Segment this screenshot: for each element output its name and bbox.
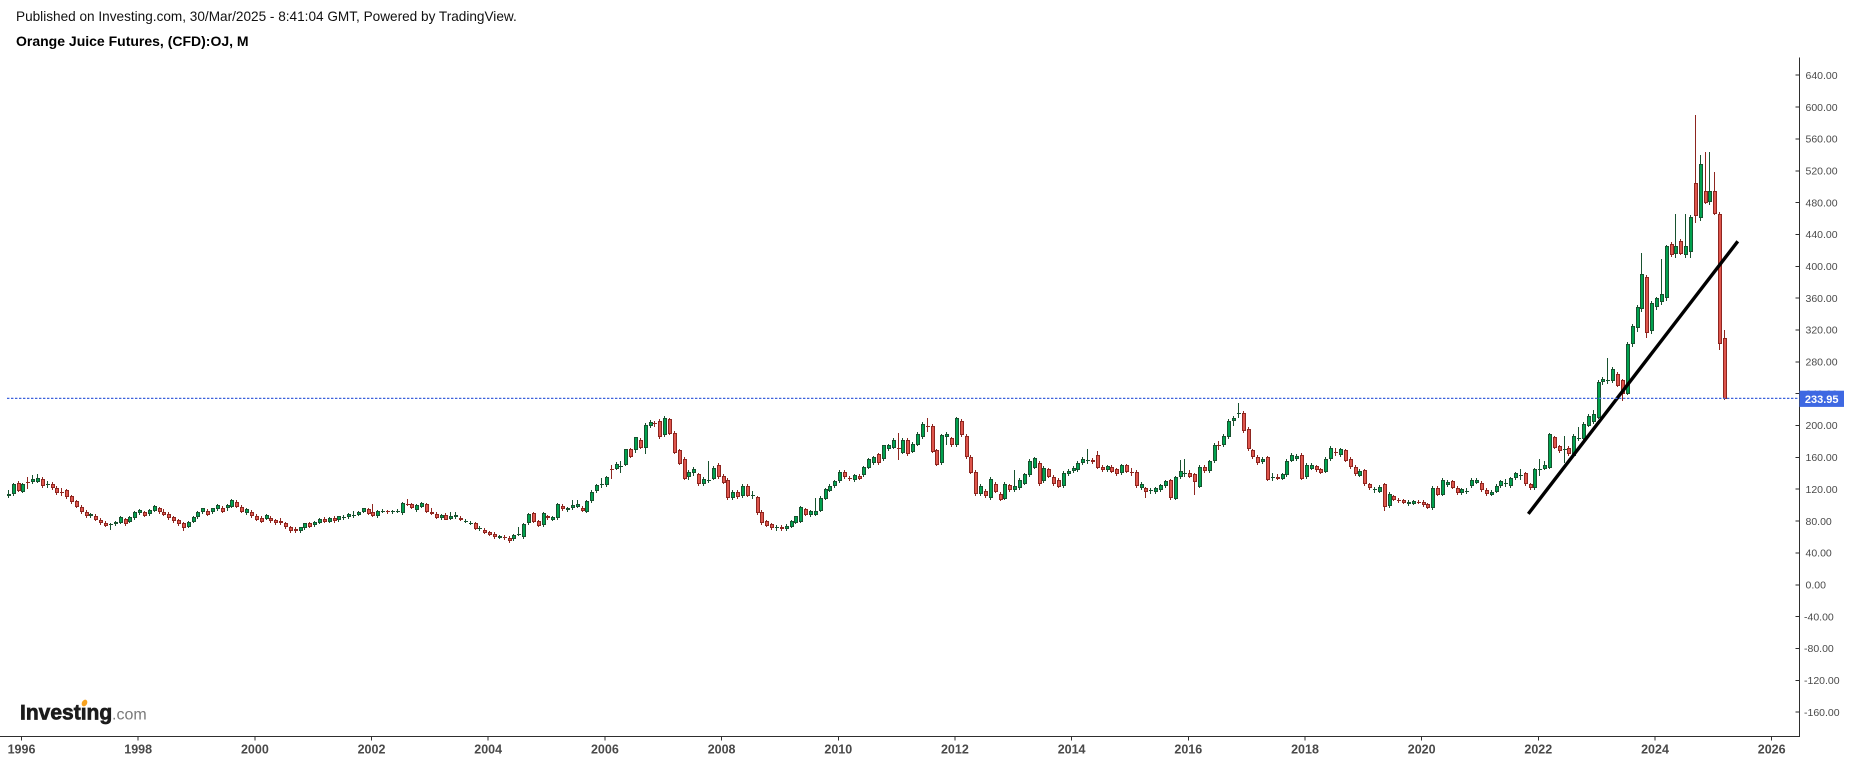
svg-text:.com: .com — [112, 707, 147, 724]
svg-text:2018: 2018 — [1291, 743, 1319, 757]
svg-text:640.00: 640.00 — [1806, 70, 1838, 82]
svg-text:400.00: 400.00 — [1806, 261, 1838, 273]
svg-text:Investıng: Investıng — [20, 702, 112, 725]
svg-text:480.00: 480.00 — [1806, 197, 1838, 209]
svg-text:233.95: 233.95 — [1805, 394, 1839, 406]
svg-text:0.00: 0.00 — [1806, 580, 1827, 592]
svg-text:40.00: 40.00 — [1806, 548, 1832, 560]
svg-text:80.00: 80.00 — [1806, 516, 1832, 528]
svg-text:2012: 2012 — [941, 743, 969, 757]
svg-text:2022: 2022 — [1524, 743, 1552, 757]
svg-text:2002: 2002 — [358, 743, 386, 757]
svg-text:560.00: 560.00 — [1806, 134, 1838, 146]
svg-text:200.00: 200.00 — [1806, 420, 1838, 432]
svg-text:360.00: 360.00 — [1806, 293, 1838, 305]
svg-text:2000: 2000 — [241, 743, 269, 757]
svg-text:1996: 1996 — [8, 743, 36, 757]
svg-text:520.00: 520.00 — [1806, 165, 1838, 177]
svg-text:2010: 2010 — [824, 743, 852, 757]
svg-text:440.00: 440.00 — [1806, 229, 1838, 241]
svg-text:2008: 2008 — [708, 743, 736, 757]
svg-text:Published on Investing.com, 30: Published on Investing.com, 30/Mar/2025 … — [16, 9, 517, 24]
svg-text:-120.00: -120.00 — [1804, 675, 1840, 687]
svg-text:2016: 2016 — [1174, 743, 1202, 757]
svg-text:320.00: 320.00 — [1806, 325, 1838, 337]
svg-text:2026: 2026 — [1758, 743, 1786, 757]
svg-text:600.00: 600.00 — [1806, 102, 1838, 114]
svg-text:2020: 2020 — [1408, 743, 1436, 757]
svg-text:280.00: 280.00 — [1806, 357, 1838, 369]
svg-text:1998: 1998 — [124, 743, 152, 757]
svg-text:2014: 2014 — [1058, 743, 1086, 757]
svg-text:2024: 2024 — [1641, 743, 1669, 757]
svg-text:2004: 2004 — [474, 743, 502, 757]
svg-text:-80.00: -80.00 — [1804, 643, 1834, 655]
svg-text:-40.00: -40.00 — [1804, 611, 1834, 623]
svg-text:120.00: 120.00 — [1806, 484, 1838, 496]
svg-text:2006: 2006 — [591, 743, 619, 757]
svg-text:160.00: 160.00 — [1806, 452, 1838, 464]
svg-text:Orange Juice Futures, (CFD):OJ: Orange Juice Futures, (CFD):OJ, M — [16, 33, 249, 49]
svg-text:-160.00: -160.00 — [1804, 707, 1840, 719]
